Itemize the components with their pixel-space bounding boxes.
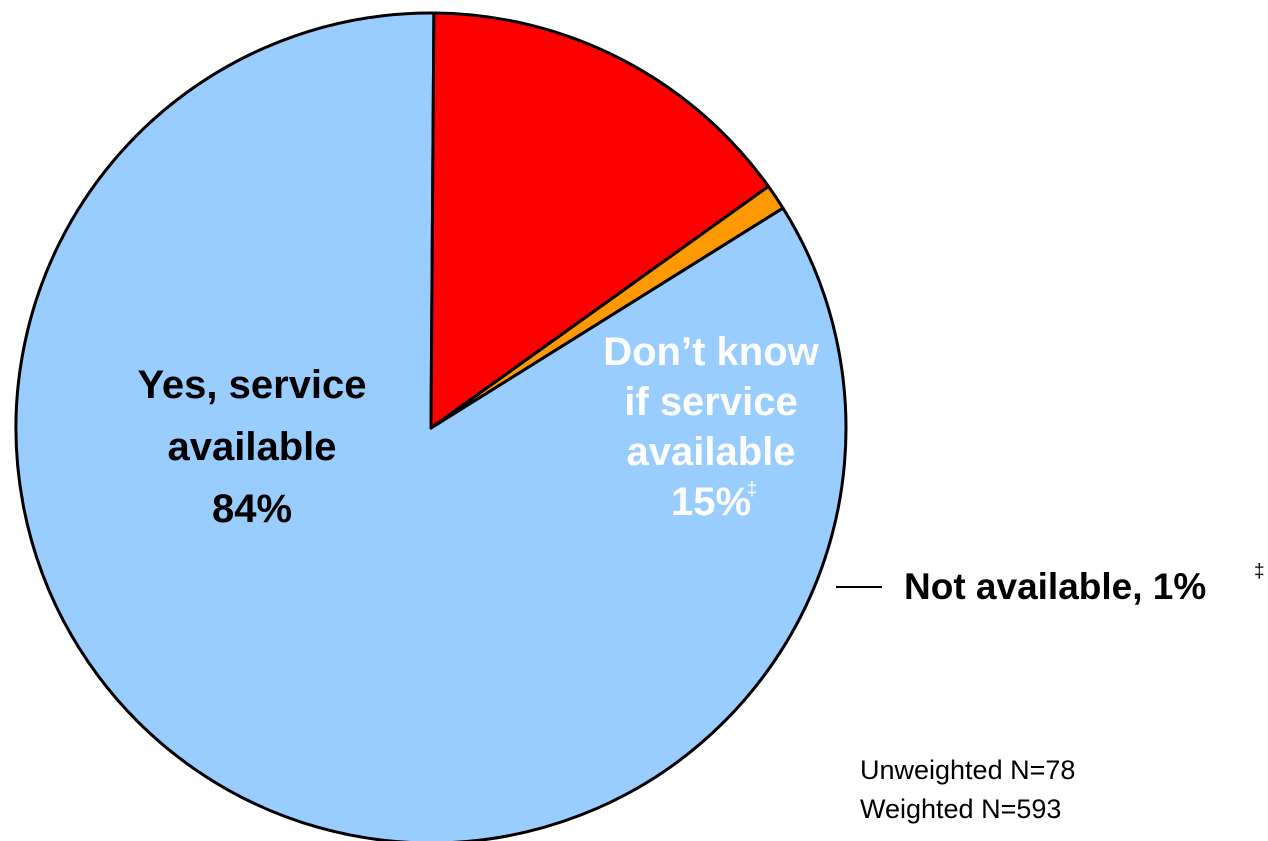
- pie-labels: Yes, service available 84% Don’t know if ser…: [137, 330, 1264, 607]
- pie-slices: [14, 11, 848, 841]
- note-unweighted-n: Unweighted N=78: [860, 755, 1075, 785]
- pie-slice-don-t-know: [429, 11, 770, 430]
- pie-slice-not-available-1: [429, 184, 785, 430]
- footnote-marker: ‡: [1254, 561, 1265, 582]
- note-weighted-n: Weighted N=593: [860, 794, 1061, 824]
- sample-size-notes: Unweighted N=78 Weighted N=593: [860, 755, 1075, 824]
- footnote-marker: ‡: [747, 479, 758, 500]
- pie-slice-label-yes-service: Yes, service available 84%: [137, 363, 366, 531]
- pie-slice-label-don-t-know: Don’t know if service available 15%: [603, 330, 819, 524]
- pie-slice-label-not-available-1: Not available, 1%: [904, 566, 1206, 607]
